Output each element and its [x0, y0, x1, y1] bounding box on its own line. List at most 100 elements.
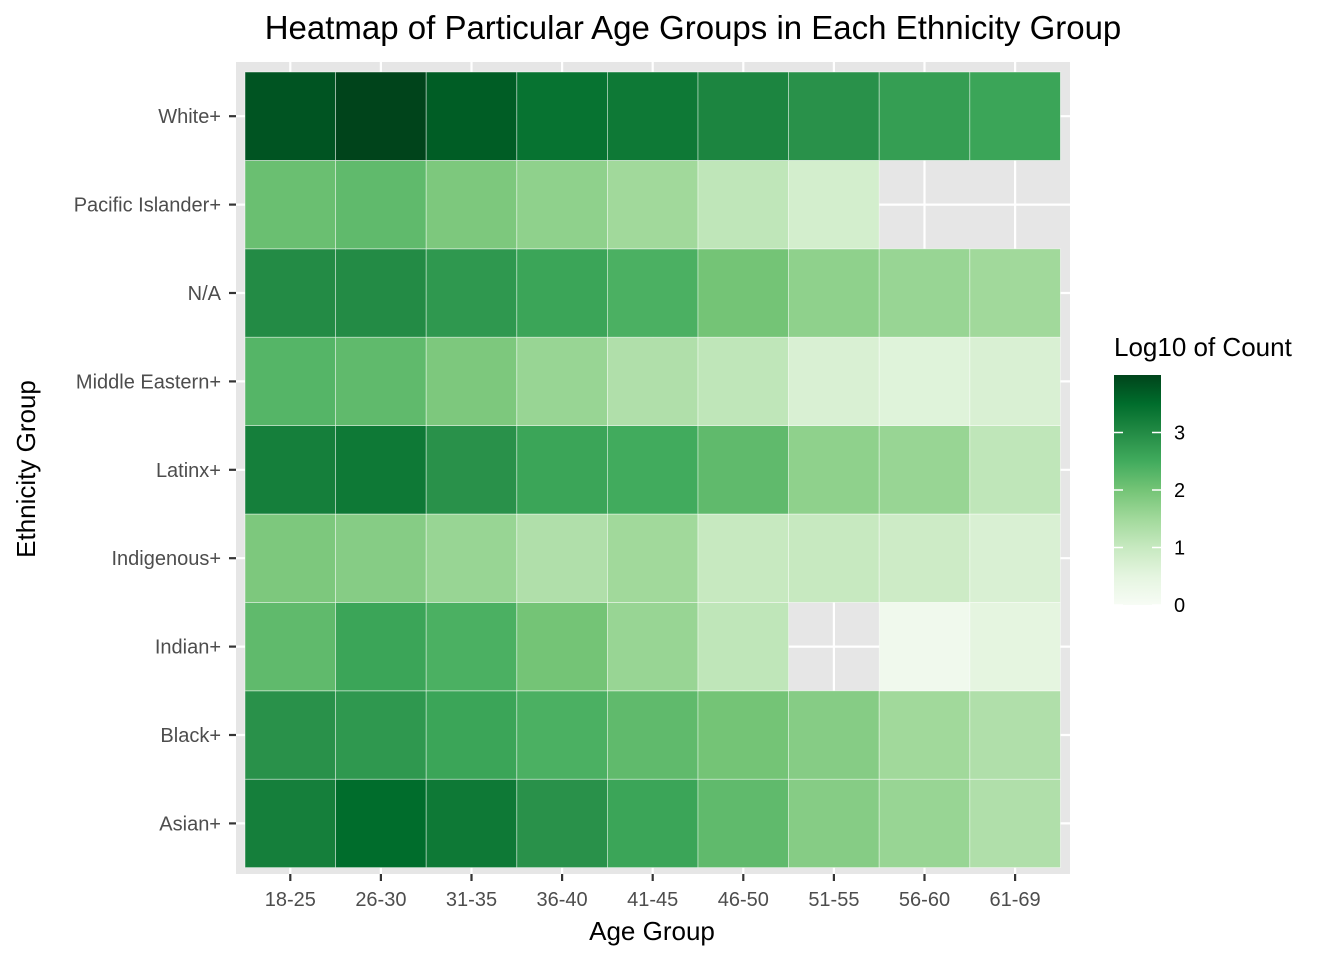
x-tick-label: 46-50: [718, 889, 769, 911]
heatmap-cell: [788, 513, 880, 603]
heatmap-cell: [697, 248, 789, 338]
heatmap-cell: [516, 778, 608, 869]
heatmap-cell: [244, 602, 336, 692]
heatmap-cell: [244, 159, 336, 250]
heatmap-cell: [697, 159, 789, 250]
legend-tick-label: 0: [1174, 595, 1185, 617]
heatmap-cell: [607, 248, 699, 338]
legend-tick-label: 1: [1174, 538, 1185, 560]
color-legend: Log10 of Count 0 1 2 3: [1114, 332, 1293, 617]
heatmap-cell: [788, 248, 880, 338]
heatmap-cell: [425, 690, 518, 780]
heatmap-cell: [969, 513, 1061, 603]
heatmap-cell: [516, 425, 608, 515]
heatmap-cell: [788, 336, 880, 427]
y-tick-label: Black+: [160, 725, 221, 747]
x-tick-label: 31-35: [446, 889, 497, 911]
heatmap-cell: [607, 778, 699, 869]
heatmap-cell: [516, 71, 608, 161]
heatmap-cell: [516, 513, 608, 603]
y-tick-label: Middle Eastern+: [76, 371, 221, 393]
heatmap-cell: [425, 778, 518, 869]
heatmap-cell: [969, 425, 1061, 515]
heatmap-cells: [244, 71, 1061, 869]
heatmap-cell: [697, 778, 789, 869]
legend-tick-label: 3: [1174, 423, 1185, 445]
heatmap-cell: [335, 159, 427, 250]
heatmap-cell: [788, 690, 880, 780]
heatmap-cell: [878, 248, 971, 338]
heatmap-cell: [788, 425, 880, 515]
y-axis-title: Ethnicity Group: [11, 380, 41, 558]
heatmap-cell: [969, 690, 1061, 780]
heatmap-cell: [607, 425, 699, 515]
heatmap-cell: [425, 602, 518, 692]
heatmap-cell: [425, 336, 518, 427]
heatmap-cell: [244, 336, 336, 427]
heatmap-cell: [607, 336, 699, 427]
x-axis: 18-25 26-30 31-35 36-40 41-45 46-50 51-55 56-60…: [265, 874, 1041, 911]
heatmap-cell: [335, 513, 427, 603]
heatmap-cell: [516, 602, 608, 692]
heatmap-cell: [607, 690, 699, 780]
legend-tick-label: 2: [1174, 480, 1185, 502]
heatmap-cell: [969, 778, 1061, 869]
y-tick-label: Indigenous+: [111, 548, 221, 570]
y-axis: Asian+ Black+ Indian+ Indigenous+ Latinx+ Mid…: [74, 106, 236, 835]
heatmap-cell: [244, 778, 336, 869]
heatmap-cell: [516, 336, 608, 427]
heatmap-cell: [697, 690, 789, 780]
y-tick-label: N/A: [188, 283, 222, 305]
legend-title: Log10 of Count: [1114, 332, 1293, 362]
y-tick-label: Pacific Islander+: [74, 195, 221, 217]
chart-title: Heatmap of Particular Age Groups in Each…: [265, 9, 1122, 46]
heatmap-cell: [516, 159, 608, 250]
heatmap-cell: [878, 602, 971, 692]
x-tick-label: 26-30: [355, 889, 406, 911]
heatmap-cell: [607, 159, 699, 250]
heatmap-cell: [878, 425, 971, 515]
x-tick-label: 51-55: [808, 889, 859, 911]
x-tick-label: 18-25: [265, 889, 316, 911]
heatmap-cell: [516, 690, 608, 780]
heatmap-cell: [697, 425, 789, 515]
heatmap-cell: [607, 71, 699, 161]
heatmap-cell: [335, 248, 427, 338]
heatmap-cell: [425, 159, 518, 250]
x-tick-label: 56-60: [899, 889, 950, 911]
heatmap-cell: [244, 513, 336, 603]
x-axis-title: Age Group: [589, 916, 715, 946]
heatmap-cell: [878, 690, 971, 780]
heatmap-cell: [335, 602, 427, 692]
heatmap-cell: [244, 690, 336, 780]
heatmap-cell: [969, 336, 1061, 427]
heatmap-cell: [516, 248, 608, 338]
heatmap-cell: [878, 71, 971, 161]
heatmap-cell: [425, 513, 518, 603]
y-tick-label: Asian+: [159, 813, 221, 835]
heatmap-cell: [335, 336, 427, 427]
x-tick-label: 61-69: [990, 889, 1041, 911]
heatmap-cell: [878, 336, 971, 427]
heatmap-cell: [244, 248, 336, 338]
heatmap-cell: [425, 425, 518, 515]
heatmap-cell: [335, 71, 427, 161]
heatmap-cell: [335, 778, 427, 869]
x-tick-label: 36-40: [537, 889, 588, 911]
heatmap-cell: [878, 513, 971, 603]
heatmap-cell: [697, 602, 789, 692]
heatmap-cell: [607, 602, 699, 692]
legend-ticks: 0 1 2 3: [1114, 423, 1185, 617]
heatmap-cell: [244, 71, 336, 161]
heatmap-cell: [425, 248, 518, 338]
heatmap-cell: [697, 513, 789, 603]
heatmap-cell: [878, 778, 971, 869]
y-tick-label: White+: [158, 106, 221, 128]
heatmap-cell: [969, 71, 1061, 161]
heatmap-cell: [244, 425, 336, 515]
heatmap-cell: [969, 248, 1061, 338]
x-tick-label: 41-45: [627, 889, 678, 911]
heatmap-cell: [697, 336, 789, 427]
heatmap-cell: [335, 425, 427, 515]
